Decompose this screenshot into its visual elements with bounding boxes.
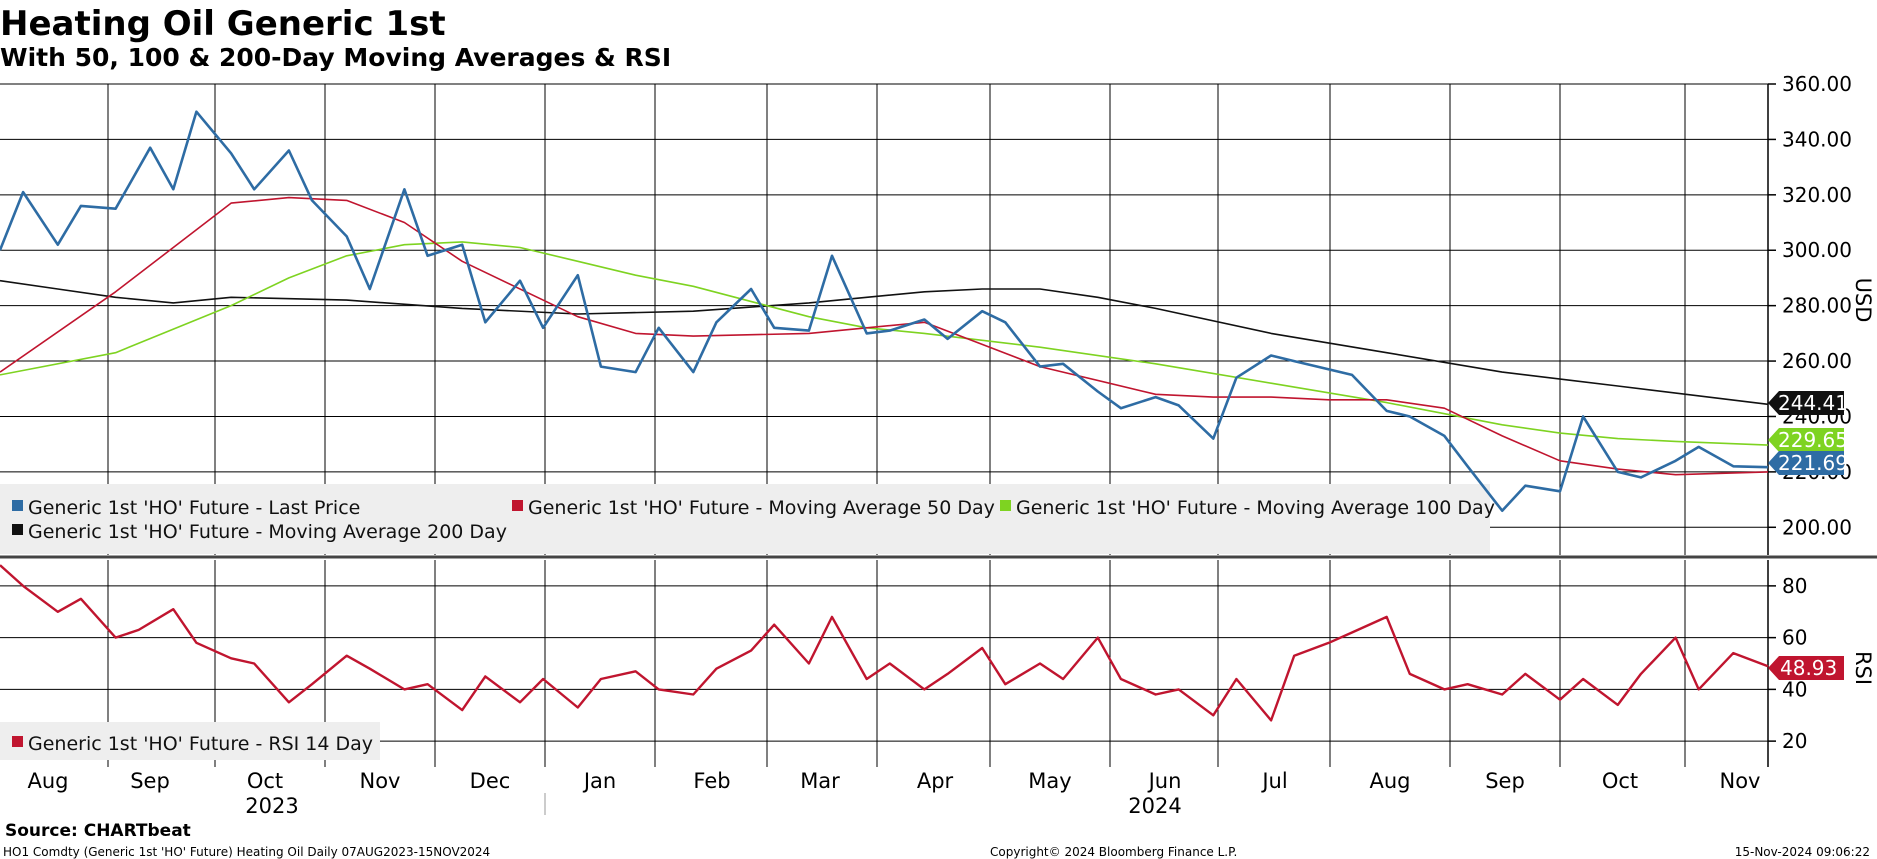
tag-ma200: 244.41 — [1768, 391, 1848, 415]
chart-title: Heating Oil Generic 1st — [0, 4, 446, 44]
price-legend: Generic 1st 'HO' Future - Last Price Gen… — [12, 497, 1495, 543]
footer-copyright: Copyright© 2024 Bloomberg Finance L.P. — [990, 845, 1237, 859]
source-label: Source: CHARTbeat — [5, 821, 191, 841]
tag-ma200-value: 244.41 — [1778, 391, 1848, 415]
legend-ma50: Generic 1st 'HO' Future - Moving Average… — [528, 497, 995, 519]
tag-last-price-value: 221.69 — [1778, 451, 1848, 475]
tag-ma100: 229.65 — [1768, 428, 1848, 452]
rsi-legend-box — [0, 722, 380, 760]
price-series — [0, 110, 1769, 512]
month-label: Jan — [582, 769, 616, 793]
price-legend-box — [0, 484, 1490, 554]
tag-rsi: 48.93 — [1768, 656, 1844, 680]
legend-swatch-last-price — [12, 500, 23, 511]
tag-last-price: 221.69 — [1768, 451, 1848, 475]
legend-ma100: Generic 1st 'HO' Future - Moving Average… — [1016, 497, 1495, 519]
rsi-tick-label: 80 — [1782, 574, 1807, 598]
price-tick-label: 200.00 — [1782, 515, 1852, 539]
series-rsi — [0, 564, 1769, 722]
rsi-tick-label: 20 — [1782, 729, 1807, 753]
tag-ma100-value: 229.65 — [1778, 428, 1848, 452]
series-ma200 — [0, 279, 1769, 406]
month-label: Dec — [470, 769, 511, 793]
month-label: Nov — [360, 769, 401, 793]
series-last-price — [0, 110, 1769, 512]
legend-last-price: Generic 1st 'HO' Future - Last Price — [28, 497, 360, 519]
price-tick-label: 320.00 — [1782, 183, 1852, 207]
rsi-series — [0, 564, 1769, 722]
month-label: Jun — [1147, 769, 1182, 793]
month-label: Oct — [1602, 769, 1638, 793]
series-ma50 — [0, 196, 1769, 476]
rsi-tick-label: 40 — [1782, 677, 1807, 701]
footer-date: 15-Nov-2024 09:06:22 — [1735, 845, 1870, 859]
month-label: Feb — [693, 769, 730, 793]
month-label: Nov — [1720, 769, 1761, 793]
month-label: Aug — [27, 769, 68, 793]
rsi-legend: Generic 1st 'HO' Future - RSI 14 Day — [12, 733, 373, 755]
series-ma100 — [0, 241, 1769, 446]
month-label: Mar — [800, 769, 840, 793]
footer-ticker: HO1 Comdty (Generic 1st 'HO' Future) Hea… — [3, 845, 490, 859]
legend-swatch-ma100 — [1000, 500, 1011, 511]
month-label: Aug — [1369, 769, 1410, 793]
month-label: Oct — [247, 769, 283, 793]
price-tick-label: 260.00 — [1782, 349, 1852, 373]
price-tick-label: 340.00 — [1782, 127, 1852, 151]
month-label: Jul — [1260, 769, 1287, 793]
legend-rsi: Generic 1st 'HO' Future - RSI 14 Day — [28, 733, 373, 755]
rsi-axis-ticks: 80 60 40 20 — [1768, 574, 1807, 753]
month-label: Sep — [1485, 769, 1525, 793]
year-label: 2024 — [1128, 794, 1181, 818]
legend-swatch-ma50 — [512, 500, 523, 511]
price-tick-label: 360.00 — [1782, 72, 1852, 96]
rsi-tick-label: 60 — [1782, 626, 1807, 650]
rsi-axis-label: RSI — [1851, 651, 1875, 685]
year-label: 2023 — [245, 794, 298, 818]
price-grid — [0, 83, 1769, 555]
legend-swatch-ma200 — [12, 524, 23, 535]
rsi-grid — [0, 560, 1769, 767]
price-tick-label: 280.00 — [1782, 294, 1852, 318]
month-label: May — [1028, 769, 1071, 793]
month-label: Apr — [917, 769, 954, 793]
legend-ma200: Generic 1st 'HO' Future - Moving Average… — [28, 521, 507, 543]
month-label: Sep — [130, 769, 170, 793]
legend-swatch-rsi — [12, 736, 23, 747]
price-axis-label: USD — [1851, 278, 1875, 323]
price-tick-label: 300.00 — [1782, 238, 1852, 262]
tag-rsi-value: 48.93 — [1780, 656, 1837, 680]
chart-subtitle: With 50, 100 & 200-Day Moving Averages &… — [0, 43, 671, 72]
x-axis: Aug Sep Oct Nov Dec Jan Feb Mar Apr May Jun Jul Aug S… — [27, 769, 1760, 818]
